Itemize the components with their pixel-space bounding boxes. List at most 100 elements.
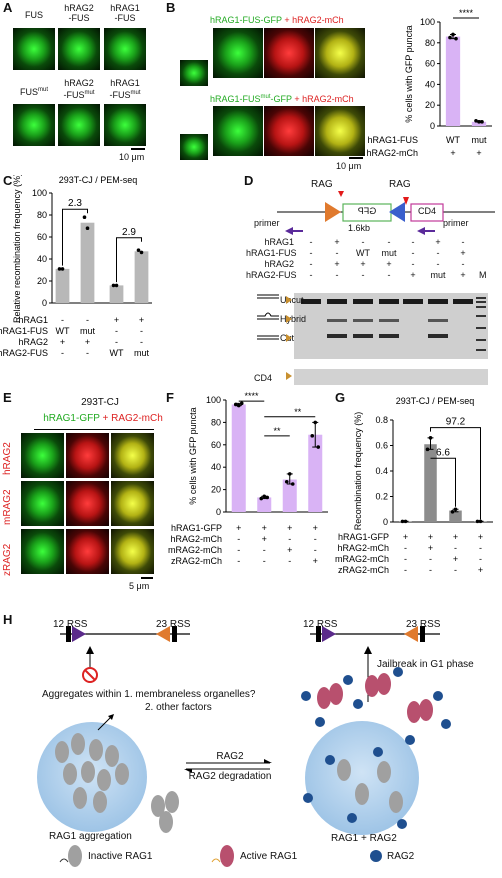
data-point (85, 226, 90, 230)
b-row1-title-green: hRAG1-FUS-GFP (210, 15, 282, 25)
y-tick-label: 80 (425, 38, 435, 48)
y-tick-label: 0 (216, 507, 221, 517)
bar (80, 222, 95, 303)
sig-label: ** (294, 407, 302, 417)
bar (134, 251, 149, 303)
b-row2-zoom-inset (180, 134, 208, 160)
table-cell: - (263, 556, 266, 566)
table-cell: + (262, 523, 267, 533)
table-cell: WT (56, 326, 70, 336)
uncut-band (403, 299, 423, 304)
a-label-hrag1-fus: hRAG1 -FUS (110, 3, 140, 23)
d-row-label: hRAG2-FUS (246, 270, 297, 280)
a-label-hrag2-fus-mut: hRAG2 -FUSmut (63, 78, 95, 100)
d-lane-cell: - (387, 237, 391, 247)
table-cell: + (139, 315, 144, 325)
table-cell: + (313, 556, 318, 566)
panel-c-letter: C (3, 173, 13, 188)
cut-band (327, 334, 347, 338)
ratio-label: 97.2 (446, 417, 466, 428)
marker-band (476, 301, 486, 303)
table-cell: - (86, 315, 89, 325)
d-rag-left: RAG (311, 179, 333, 190)
ratio-label: 2.3 (68, 198, 82, 209)
y-tick-label: 80 (37, 210, 47, 220)
legend-rag2-icon (370, 850, 382, 862)
legend-inactive-rag1-icon (68, 845, 82, 867)
d-lane-cell: - (436, 259, 440, 269)
a-image-hrag2-fus (58, 28, 100, 70)
table-cell: + (85, 337, 90, 347)
table-cell: - (237, 556, 240, 566)
ratio-bracket (116, 237, 142, 283)
table-cell: + (476, 148, 481, 158)
chart-title: 293T-CJ / PEM-seq (59, 175, 138, 185)
hybrid-band (428, 319, 448, 322)
table-cell: - (454, 565, 457, 575)
a-label-fus-mut: FUSmut (19, 87, 48, 97)
data-point (111, 283, 116, 288)
table-cell: + (60, 337, 65, 347)
d-lane-cell: + (334, 259, 340, 269)
row-label: hRAG2-mCh (170, 534, 222, 544)
y-tick-label: 60 (425, 59, 435, 69)
table-cell: - (288, 556, 291, 566)
table-cell: + (450, 148, 455, 158)
panel-d-letter: D (244, 173, 254, 188)
sig-label: **** (244, 392, 259, 401)
table-cell: + (114, 315, 119, 325)
panel-g-letter: G (335, 390, 346, 405)
primer-arrow-right (417, 227, 425, 235)
table-cell: WT (110, 348, 124, 358)
data-point (57, 267, 62, 271)
d-lane-cell: + (410, 270, 416, 280)
d-lane-cell: - (335, 270, 339, 280)
d-lane-cell: + (360, 259, 366, 269)
d-lane-cell: - (309, 237, 313, 247)
table-cell: + (428, 543, 433, 553)
row-label: hRAG2-mCh (366, 148, 418, 158)
table-cell: - (429, 565, 432, 575)
table-cell: - (314, 534, 317, 544)
bar (109, 285, 124, 303)
y-axis-label: Relative recombination frequency (%) (12, 175, 22, 323)
b-row2-mch-image (264, 106, 314, 156)
table-cell: - (404, 543, 407, 553)
h-jailbreak: Jailbreak in G1 phase (377, 659, 474, 670)
b-scalebar (349, 157, 363, 159)
d-row-label: hRAG1 (264, 237, 294, 247)
uncut-band (453, 299, 473, 304)
table-cell: + (453, 554, 458, 564)
a-image-hrag2-fus-mut (58, 104, 100, 146)
d-lane-cell: - (461, 237, 465, 247)
d-lane-cell: - (335, 248, 339, 258)
marker-band (476, 306, 486, 308)
bar (282, 479, 297, 512)
y-tick-label: 0.6 (375, 441, 388, 451)
a-image-fus (13, 28, 55, 70)
d-row-label: hRAG2 (264, 259, 294, 269)
h-rss-left-23: 23 RSS (156, 619, 191, 630)
table-cell: - (140, 337, 143, 347)
row-label: mRAG2-mCh (168, 545, 222, 555)
bar (449, 510, 462, 522)
d-lane-cell: - (309, 259, 313, 269)
e-subtitle-line (34, 429, 154, 430)
legend-active-rag1-icon (220, 845, 234, 867)
marker-band (476, 349, 486, 351)
a-scalebar-label: 10 μm (119, 152, 145, 162)
a-scalebar (131, 148, 145, 150)
table-cell: - (454, 543, 457, 553)
d-lane-cell: + (334, 237, 340, 247)
d-lane-cell: - (361, 270, 365, 280)
data-point (139, 250, 144, 255)
uncut-band (353, 299, 373, 304)
d-lane-cell: - (436, 248, 440, 258)
table-cell: + (287, 523, 292, 533)
h-label-left: RAG1 aggregation (49, 831, 132, 842)
marker-band (476, 339, 486, 341)
table-cell: - (115, 337, 118, 347)
e-mrag2-merge (111, 481, 154, 526)
y-tick-label: 0 (430, 121, 435, 131)
h-question-1: Aggregates within 1. membraneless organe… (42, 689, 256, 700)
